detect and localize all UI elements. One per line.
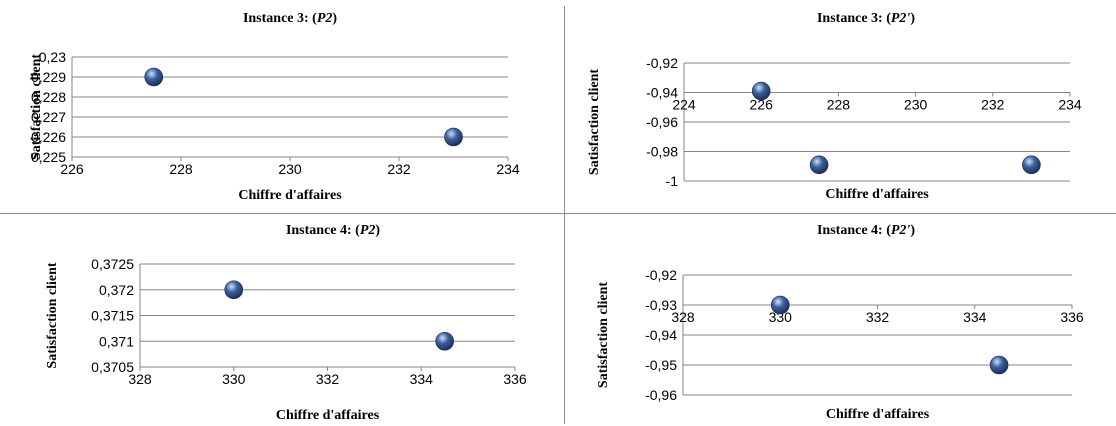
x-tick-label: 226 (60, 161, 84, 177)
y-tick-label: 0,23 (39, 49, 66, 65)
x-tick-label: 234 (1058, 97, 1082, 113)
y-tick-label: -0,92 (645, 267, 677, 283)
y-tick-label: -0,98 (646, 144, 678, 160)
y-axis-title: Satisfaction client (596, 282, 611, 388)
x-tick-label: 230 (278, 161, 302, 177)
x-tick-label: 332 (866, 309, 890, 325)
y-tick-label: -0,96 (646, 114, 678, 130)
y-tick-label: -0,94 (646, 85, 678, 101)
x-tick-label: 336 (503, 371, 527, 387)
x-tick-label: 330 (769, 309, 793, 325)
x-axis-title: Chiffre d'affaires (276, 408, 380, 423)
y-tick-label: -0,94 (645, 327, 677, 343)
data-point (770, 295, 790, 315)
x-axis-title: Chiffre d'affaires (826, 407, 930, 422)
y-tick-label: 0,228 (31, 89, 66, 105)
y-tick-label: -0,93 (645, 297, 677, 313)
y-tick-label: 0,226 (31, 129, 66, 145)
x-tick-label: 228 (827, 97, 851, 113)
y-tick-label: 0,371 (99, 333, 134, 349)
x-tick-label: 226 (750, 97, 774, 113)
y-axis-title: Satisfaction client (29, 54, 44, 160)
x-tick-label: 334 (410, 371, 434, 387)
data-point (144, 67, 164, 87)
x-tick-label: 232 (981, 97, 1005, 113)
vertical-divider (564, 6, 565, 424)
chart-panel-instance3-p2: Instance 3: (P2) 0,225 0,226 0,227 0,228 0,22… (0, 0, 560, 210)
data-point (989, 355, 1009, 375)
data-point (444, 127, 463, 147)
x-tick-label: 328 (128, 371, 152, 387)
y-tick-label: -0,96 (645, 387, 677, 403)
data-point (751, 81, 771, 101)
y-tick-label: 0,227 (31, 109, 66, 125)
chart-title: Instance 3: (P2) (243, 11, 337, 26)
x-tick-label: 232 (387, 161, 411, 177)
x-axis-title: Chiffre d'affaires (238, 188, 342, 203)
x-tick-label: 328 (671, 309, 695, 325)
data-point (224, 280, 244, 300)
chart-panel-instance4-p2: Instance 4: (P2) 0,3705 0,371 0,3715 0,372 0,… (45, 223, 527, 423)
x-axis-title: Chiffre d'affaires (825, 187, 929, 202)
scatter-chart: Instance 3: (P2) 0,225 0,226 0,227 0,228 0,22… (29, 11, 520, 203)
y-tick-label: -0,95 (645, 357, 677, 373)
y-tick-label: 0,225 (31, 149, 66, 165)
y-axis-title: Satisfaction client (587, 69, 602, 175)
x-tick-label: 224 (672, 97, 696, 113)
data-point (435, 331, 454, 351)
y-tick-label: 0,372 (99, 282, 134, 298)
chart-title: Instance 4: (P2') (817, 223, 915, 238)
x-tick-label: 228 (169, 161, 193, 177)
data-point (809, 155, 829, 175)
y-tick-label: 0,3715 (91, 308, 134, 324)
y-axis-title: Satisfaction client (45, 262, 60, 368)
scatter-chart: Instance 4: (P2) 0,3705 0,371 0,3715 0,372 0,… (45, 223, 527, 423)
x-tick-label: 332 (316, 371, 340, 387)
horizontal-divider (0, 213, 1116, 214)
y-tick-label: 0,3725 (91, 256, 134, 272)
data-point (1022, 155, 1041, 175)
x-tick-label: 230 (904, 97, 928, 113)
x-tick-label: 234 (496, 161, 520, 177)
chart-panel-instance3-p2prime: Instance 3: (P2') -1 -0,98 -0,96 -0,94 -0,92 2… (0, 0, 1116, 210)
y-tick-label: -0,92 (646, 55, 678, 71)
scatter-chart: Instance 3: (P2') -1 -0,98 -0,96 -0,94 -0,92 2… (587, 11, 1082, 202)
y-tick-label: 0,3705 (91, 359, 134, 375)
x-tick-label: 330 (222, 371, 246, 387)
y-tick-label: -1 (666, 173, 679, 189)
x-tick-label: 336 (1060, 309, 1084, 325)
y-tick-label: 0,229 (31, 69, 66, 85)
chart-title: Instance 3: (P2') (817, 11, 915, 26)
chart-title: Instance 4: (P2) (286, 223, 380, 238)
x-tick-label: 334 (963, 309, 987, 325)
